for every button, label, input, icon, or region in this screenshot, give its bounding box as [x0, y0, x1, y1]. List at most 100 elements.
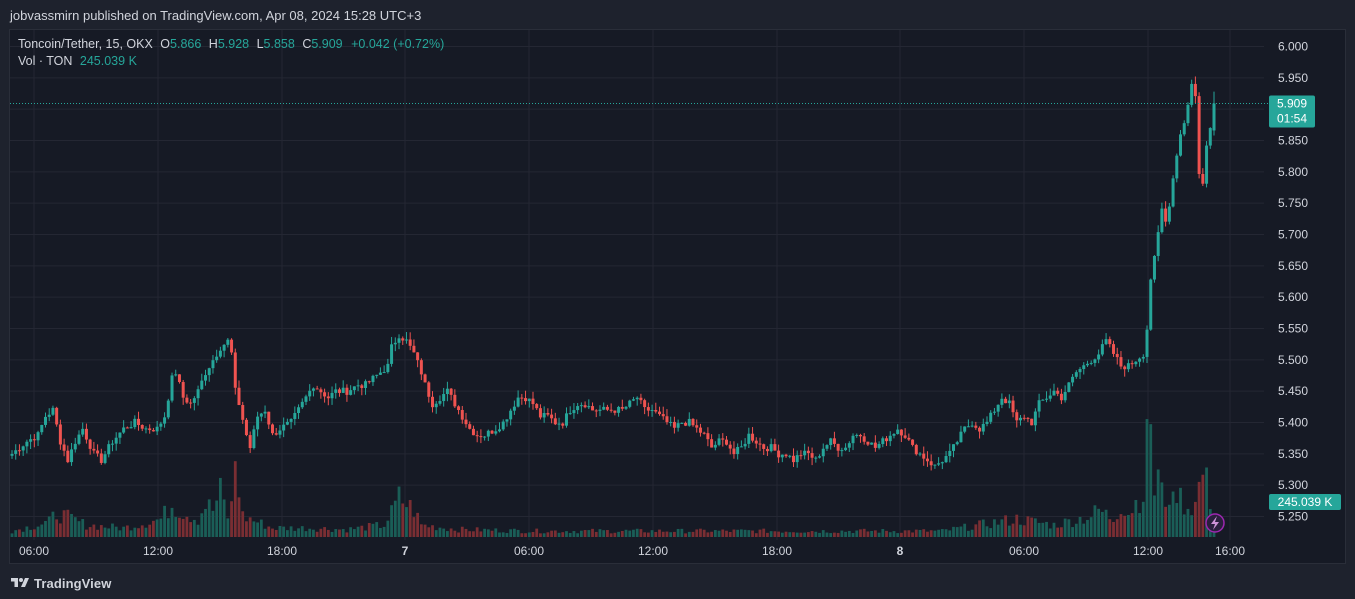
candle-body	[795, 455, 799, 463]
candle-body	[1052, 390, 1056, 396]
candle-body	[676, 423, 680, 428]
candle-body	[103, 454, 107, 463]
candle-body	[189, 402, 193, 404]
volume-bar	[1015, 514, 1019, 537]
candle-body	[773, 444, 777, 451]
volume-bar	[289, 526, 293, 537]
volume-bar	[1193, 501, 1197, 537]
candle	[155, 420, 159, 436]
candle-body	[758, 443, 762, 445]
volume-bar	[371, 523, 375, 537]
candle	[1056, 387, 1060, 397]
low-label: L	[256, 37, 264, 51]
volume-bar	[174, 517, 178, 537]
candle-body	[1018, 417, 1022, 421]
candle	[899, 429, 903, 443]
candle	[364, 379, 368, 395]
candle-body	[899, 429, 903, 436]
candle	[215, 349, 219, 363]
volume-bar	[230, 501, 233, 537]
candle-body	[639, 397, 643, 401]
volume-bar	[1033, 518, 1037, 537]
volume-bar	[218, 477, 222, 537]
candle	[989, 410, 993, 425]
candle	[144, 426, 148, 434]
volume-bar	[81, 519, 85, 537]
last-volume-tag	[1269, 494, 1341, 510]
candle	[129, 421, 133, 429]
candle-body	[922, 453, 926, 459]
candle-body	[326, 396, 330, 399]
candle	[122, 420, 126, 434]
volume-bar	[393, 500, 397, 537]
candle-body	[401, 338, 405, 341]
chart-panel[interactable]	[9, 29, 1346, 564]
volume-bar	[594, 531, 598, 537]
candle	[159, 421, 163, 431]
candle-body	[483, 436, 487, 438]
candle	[1074, 370, 1078, 379]
candle	[189, 398, 193, 409]
volume-bar	[192, 519, 196, 537]
candle-body	[323, 392, 327, 397]
candle	[1085, 360, 1089, 367]
candle	[952, 444, 956, 458]
volume-bar	[70, 513, 73, 537]
candle-body	[531, 398, 535, 405]
volume-bar	[1052, 522, 1056, 537]
volume-bar	[840, 530, 844, 537]
volume-bar	[1108, 519, 1112, 537]
volume-bar	[996, 524, 1000, 537]
candle-body	[1141, 356, 1145, 359]
candle	[1112, 340, 1116, 357]
legend-price-row: Toncoin/Tether, 15, OKX O5.866 H5.928 L5…	[18, 36, 444, 53]
candle-body	[855, 434, 859, 436]
candle	[710, 434, 714, 448]
volume-bar	[405, 507, 408, 537]
volume-bar	[326, 529, 330, 537]
candle-body	[505, 419, 509, 422]
candle-body	[844, 447, 848, 451]
volume-bar	[539, 533, 542, 537]
candle	[639, 393, 643, 405]
candle-body	[419, 360, 423, 375]
candle-body	[885, 438, 889, 442]
footer-branding[interactable]: TradingView	[10, 573, 111, 593]
volume-bar	[1190, 515, 1194, 537]
candle	[810, 447, 814, 466]
candle	[1152, 255, 1156, 283]
candle	[457, 405, 461, 415]
volume-label[interactable]: Vol · TON	[18, 54, 73, 68]
candle-body	[847, 443, 851, 448]
volume-bar	[966, 530, 970, 537]
price-tick-label: 5.250	[1278, 510, 1308, 524]
candle	[832, 431, 836, 448]
volume-bar	[773, 531, 777, 537]
candle	[940, 461, 944, 470]
candle-body	[252, 429, 256, 449]
candle	[1093, 358, 1097, 367]
candle	[125, 426, 129, 429]
candle-body	[25, 441, 29, 447]
candle	[1059, 388, 1063, 405]
change-value: +0.042 (+0.72%)	[351, 37, 445, 51]
candle	[1164, 201, 1168, 227]
candle	[1018, 414, 1022, 426]
candle-body	[471, 428, 475, 436]
candle	[1175, 153, 1179, 183]
volume-bar	[401, 503, 405, 537]
volume-bar	[58, 523, 62, 537]
volume-bar	[553, 530, 557, 537]
candle-body	[185, 397, 189, 403]
candle	[99, 448, 103, 465]
candle-body	[1186, 104, 1190, 124]
candle-body	[754, 440, 758, 444]
candle	[914, 443, 918, 456]
candle-body	[442, 394, 446, 402]
lightning-icon[interactable]	[1205, 513, 1225, 533]
candle	[204, 369, 208, 386]
candle	[304, 394, 308, 406]
volume-bar	[650, 530, 654, 537]
symbol-label[interactable]: Toncoin/Tether, 15, OKX	[18, 37, 153, 51]
